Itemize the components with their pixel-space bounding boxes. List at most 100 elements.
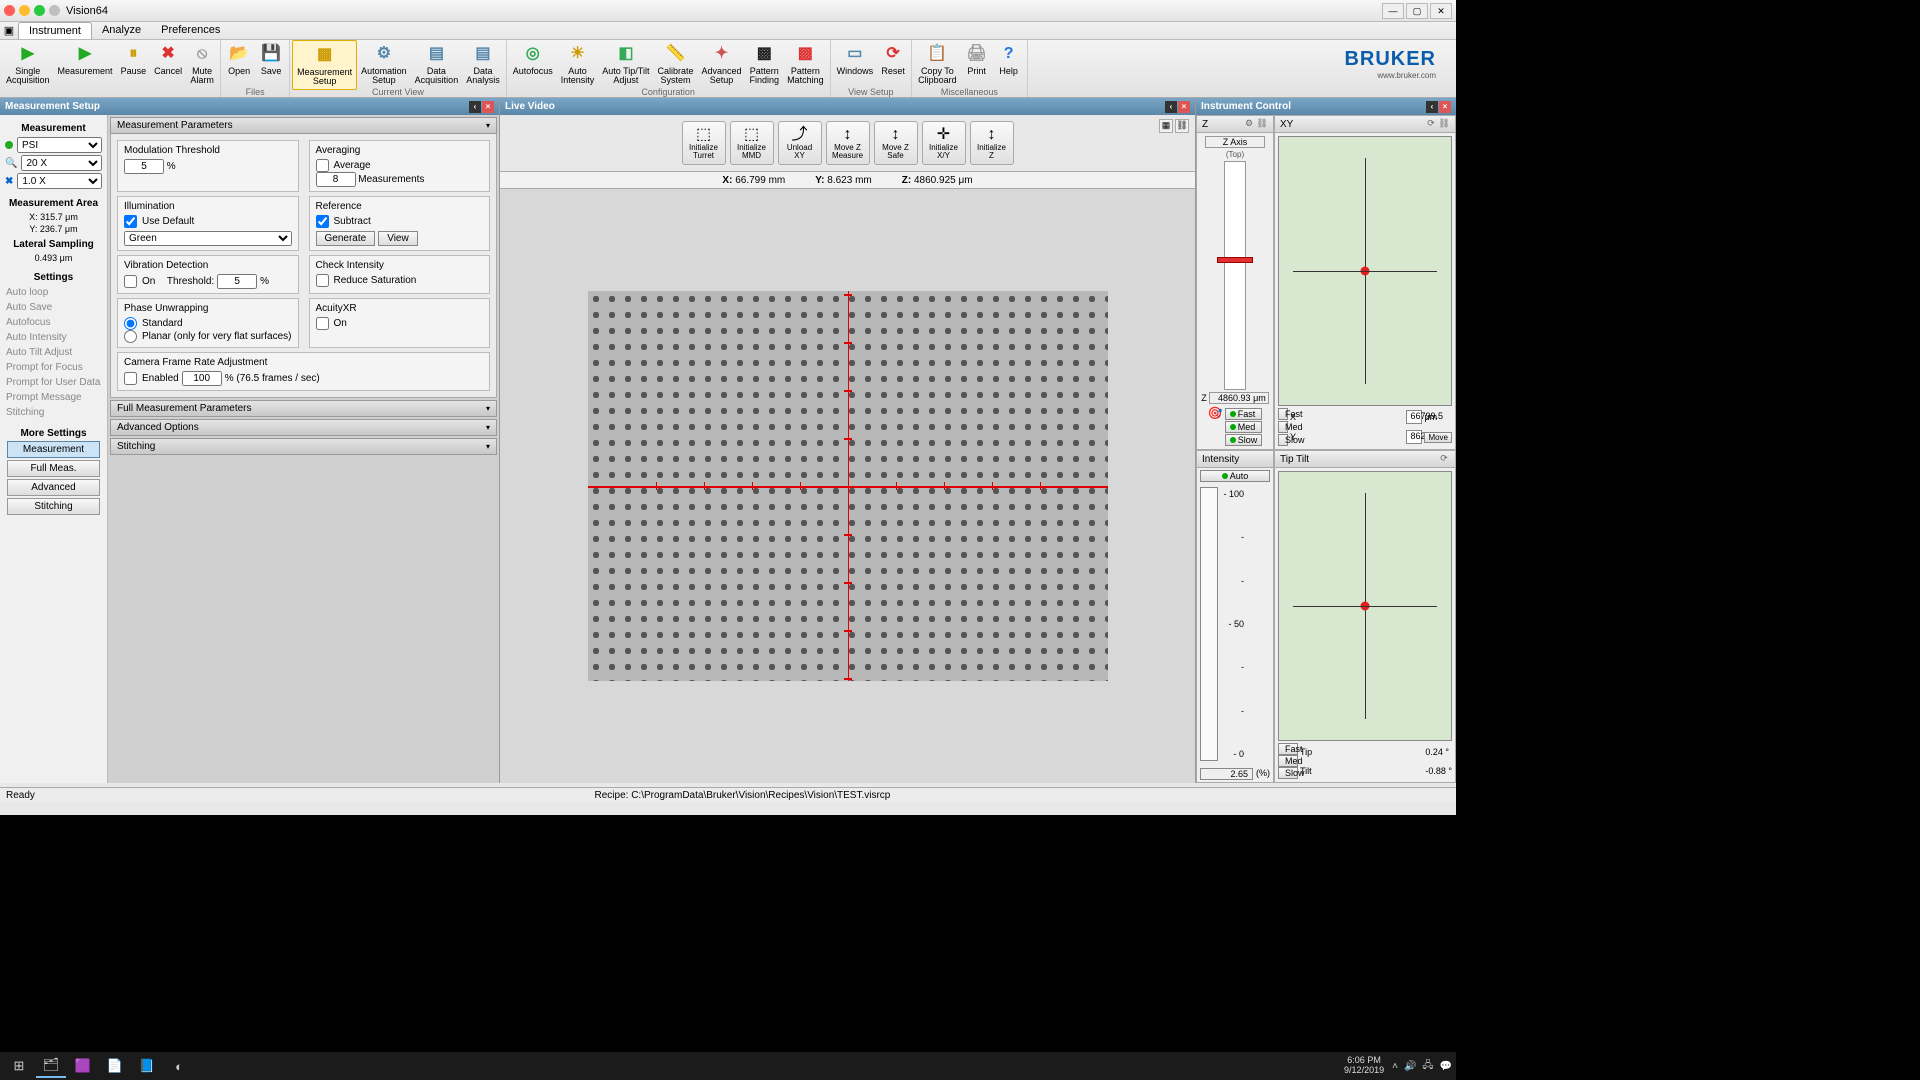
ribbon-help[interactable]: ?Help xyxy=(993,40,1025,88)
panel-collapse-icon[interactable]: ‹ xyxy=(469,101,481,113)
tilt-marker[interactable] xyxy=(1361,602,1370,611)
tilt-value-input[interactable]: -0.88 ° xyxy=(1425,766,1452,776)
setting-auto-loop[interactable]: Auto loop xyxy=(2,285,105,300)
cam-enabled-checkbox[interactable] xyxy=(124,372,137,385)
app-icon[interactable]: ▣ xyxy=(0,22,18,39)
ribbon-advanced-setup[interactable]: ✦AdvancedSetup xyxy=(698,40,746,88)
maximize-button[interactable]: ▢ xyxy=(1406,3,1428,19)
pha-planar-radio[interactable] xyxy=(124,330,137,343)
tilt-plot[interactable] xyxy=(1278,471,1452,741)
z-value[interactable]: 4860.93 μm xyxy=(1209,392,1269,404)
ribbon-open[interactable]: 📂Open xyxy=(223,40,255,78)
tiltspeeds-fast-button[interactable]: Fast xyxy=(1278,743,1298,755)
ribbon-data-acquisition[interactable]: ▤DataAcquisition xyxy=(411,40,463,90)
ribbon-single-acquisition[interactable]: ▶SingleAcquisition xyxy=(2,40,54,88)
ribbon-measurement-setup[interactable]: ▦MeasurementSetup xyxy=(292,40,357,90)
tray-notif-icon[interactable]: 💬 xyxy=(1440,1061,1452,1072)
max-dot-icon[interactable] xyxy=(34,5,45,16)
taskbar-clock[interactable]: 6:06 PM9/12/2019 xyxy=(1336,1056,1392,1076)
ribbon-print[interactable]: 🖨Print xyxy=(961,40,993,88)
ref-subtract-checkbox[interactable] xyxy=(316,215,329,228)
app-taskbar-icon[interactable]: 📘 xyxy=(132,1054,162,1078)
panel-collapse-icon[interactable]: ‹ xyxy=(1165,101,1177,113)
cam-value-input[interactable] xyxy=(182,371,222,386)
setting-stitching[interactable]: Stitching xyxy=(2,405,105,420)
zspeeds-slow-button[interactable]: Slow xyxy=(1225,434,1263,446)
acc-full-params[interactable]: Full Measurement Parameters xyxy=(110,400,497,417)
ribbon-pattern-finding[interactable]: ▩PatternFinding xyxy=(746,40,784,88)
setting-auto-save[interactable]: Auto Save xyxy=(2,300,105,315)
xyspeeds-med-button[interactable]: Med xyxy=(1278,421,1288,433)
xyspeeds-fast-button[interactable]: Fast xyxy=(1278,408,1288,420)
ribbon-automation-setup[interactable]: ⚙AutomationSetup xyxy=(357,40,411,90)
xy-plot[interactable] xyxy=(1278,136,1452,406)
min-dot-icon[interactable] xyxy=(19,5,30,16)
ill-default-checkbox[interactable] xyxy=(124,215,137,228)
setting-autofocus[interactable]: Autofocus xyxy=(2,315,105,330)
close-dot-icon[interactable] xyxy=(4,5,15,16)
ribbon-autofocus[interactable]: ◎Autofocus xyxy=(509,40,557,88)
tab-instrument[interactable]: Instrument xyxy=(18,22,92,39)
xyspeeds-slow-button[interactable]: Slow xyxy=(1278,434,1288,446)
focus-icon[interactable]: 🎯 xyxy=(1208,406,1223,420)
ribbon-auto-intensity[interactable]: ☀AutoIntensity xyxy=(557,40,599,88)
refresh-icon[interactable]: ⟳ xyxy=(1425,118,1437,130)
lv-tool-icon[interactable]: ▦ xyxy=(1159,119,1173,133)
ref-view-button[interactable]: View xyxy=(378,231,418,246)
lv-unload-xy-button[interactable]: ⤴UnloadXY xyxy=(778,121,822,165)
minimize-button[interactable]: — xyxy=(1382,3,1404,19)
more-advanced-button[interactable]: Advanced xyxy=(7,479,100,496)
pha-std-radio[interactable] xyxy=(124,317,137,330)
lv-move-z-measure-button[interactable]: ↕Move ZMeasure xyxy=(826,121,870,165)
lv-move-z-safe-button[interactable]: ↕Move ZSafe xyxy=(874,121,918,165)
tiltspeeds-slow-button[interactable]: Slow xyxy=(1278,767,1298,779)
vib-threshold-input[interactable] xyxy=(217,274,257,289)
ribbon-reset[interactable]: ⟳Reset xyxy=(877,40,909,78)
ribbon-windows[interactable]: ▭Windows xyxy=(833,40,878,78)
tray-net-icon[interactable]: 🖧 xyxy=(1422,1058,1433,1075)
ribbon-data-analysis[interactable]: ▤DataAnalysis xyxy=(462,40,504,90)
video-area[interactable] xyxy=(500,189,1195,783)
more-measurement-button[interactable]: Measurement xyxy=(7,441,100,458)
ribbon-calibrate-system[interactable]: 📏CalibrateSystem xyxy=(653,40,697,88)
setting-prompt-for-focus[interactable]: Prompt for Focus xyxy=(2,360,105,375)
lv-initialize-mmd-button[interactable]: ⬚InitializeMMD xyxy=(730,121,774,165)
close-button[interactable]: ✕ xyxy=(1430,3,1452,19)
tray-chevron-icon[interactable]: ˄ xyxy=(1392,1061,1398,1072)
zspeeds-med-button[interactable]: Med xyxy=(1225,421,1263,433)
panel-close-icon[interactable]: × xyxy=(482,101,494,113)
more-full-meas--button[interactable]: Full Meas. xyxy=(7,460,100,477)
app-taskbar-icon[interactable]: 📄 xyxy=(100,1054,130,1078)
lv-initialize-x-y-button[interactable]: ✛InitializeX/Y xyxy=(922,121,966,165)
panel-close-icon[interactable]: × xyxy=(1178,101,1190,113)
objective-select[interactable]: 20 X xyxy=(21,155,102,171)
explorer-taskbar-icon[interactable]: 🗂 xyxy=(36,1054,66,1078)
start-button[interactable]: ⊞ xyxy=(4,1054,34,1078)
more-stitching-button[interactable]: Stitching xyxy=(7,498,100,515)
z-axis-label[interactable]: Z Axis xyxy=(1205,136,1265,148)
ribbon-copy-to-clipboard[interactable]: 📋Copy ToClipboard xyxy=(914,40,961,88)
ribbon-save[interactable]: 💾Save xyxy=(255,40,287,78)
ribbon-auto-tip-tilt-adjust[interactable]: ◧Auto Tip/TiltAdjust xyxy=(598,40,653,88)
ribbon-mute-alarm[interactable]: ⦸MuteAlarm xyxy=(186,40,218,88)
acc-measurement-params[interactable]: Measurement Parameters xyxy=(110,117,497,134)
tip-value-input[interactable]: 0.24 ° xyxy=(1425,747,1452,757)
zspeeds-fast-button[interactable]: Fast xyxy=(1225,408,1263,420)
gear-icon[interactable]: ⚙ xyxy=(1243,118,1255,130)
int-value[interactable]: 2.65 xyxy=(1200,768,1253,780)
setting-auto-intensity[interactable]: Auto Intensity xyxy=(2,330,105,345)
z-slider[interactable] xyxy=(1224,161,1246,390)
tiltspeeds-med-button[interactable]: Med xyxy=(1278,755,1298,767)
avg-checkbox[interactable] xyxy=(316,159,329,172)
lv-link-icon[interactable]: ⛓ xyxy=(1175,119,1189,133)
refresh-icon[interactable]: ⟳ xyxy=(1438,453,1450,465)
fov-select[interactable]: 1.0 X xyxy=(17,173,102,189)
lv-initialize-z-button[interactable]: ↕InitializeZ xyxy=(970,121,1014,165)
ribbon-cancel[interactable]: ✖Cancel xyxy=(150,40,186,88)
setting-prompt-message[interactable]: Prompt Message xyxy=(2,390,105,405)
reduce-sat-checkbox[interactable] xyxy=(316,274,329,287)
ribbon-measurement[interactable]: ▶Measurement xyxy=(54,40,117,88)
ref-generate-button[interactable]: Generate xyxy=(316,231,376,246)
setting-auto-tilt-adjust[interactable]: Auto Tilt Adjust xyxy=(2,345,105,360)
tab-preferences[interactable]: Preferences xyxy=(151,22,230,39)
